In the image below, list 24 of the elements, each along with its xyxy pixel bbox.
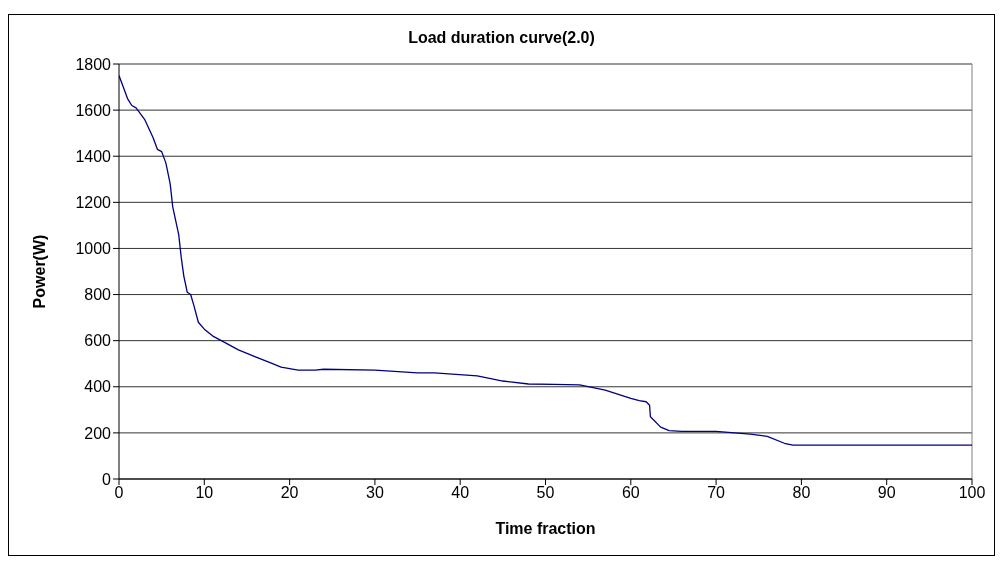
y-tick-label: 1200 xyxy=(75,194,112,212)
x-tick-label: 90 xyxy=(877,484,896,502)
y-tick-label: 400 xyxy=(84,378,112,396)
y-tick-label: 1400 xyxy=(75,147,112,165)
x-tick-label: 0 xyxy=(114,484,124,502)
chart-title: Load duration curve(2.0) xyxy=(407,29,596,47)
y-tick-label: 1000 xyxy=(75,240,112,258)
x-tick-label: 100 xyxy=(958,484,986,502)
x-tick-label: 30 xyxy=(366,484,384,502)
y-axis-title: Power(W) xyxy=(30,234,48,309)
y-tick-label: 600 xyxy=(84,332,112,350)
x-tick-label: 70 xyxy=(707,484,726,502)
y-tick-label: 800 xyxy=(84,286,112,304)
y-tick-label: 0 xyxy=(102,470,112,488)
x-tick-label: 20 xyxy=(280,484,299,502)
x-tick-label: 40 xyxy=(451,484,470,502)
y-tick-label: 200 xyxy=(84,424,112,442)
x-axis-title: Time fraction xyxy=(495,520,596,537)
x-tick-label: 80 xyxy=(792,484,811,502)
x-tick-label: 60 xyxy=(621,484,640,502)
y-tick-label: 1600 xyxy=(75,101,112,119)
x-tick-label: 50 xyxy=(536,484,555,502)
y-tick-label: 1800 xyxy=(75,55,112,73)
x-tick-label: 10 xyxy=(195,484,214,502)
